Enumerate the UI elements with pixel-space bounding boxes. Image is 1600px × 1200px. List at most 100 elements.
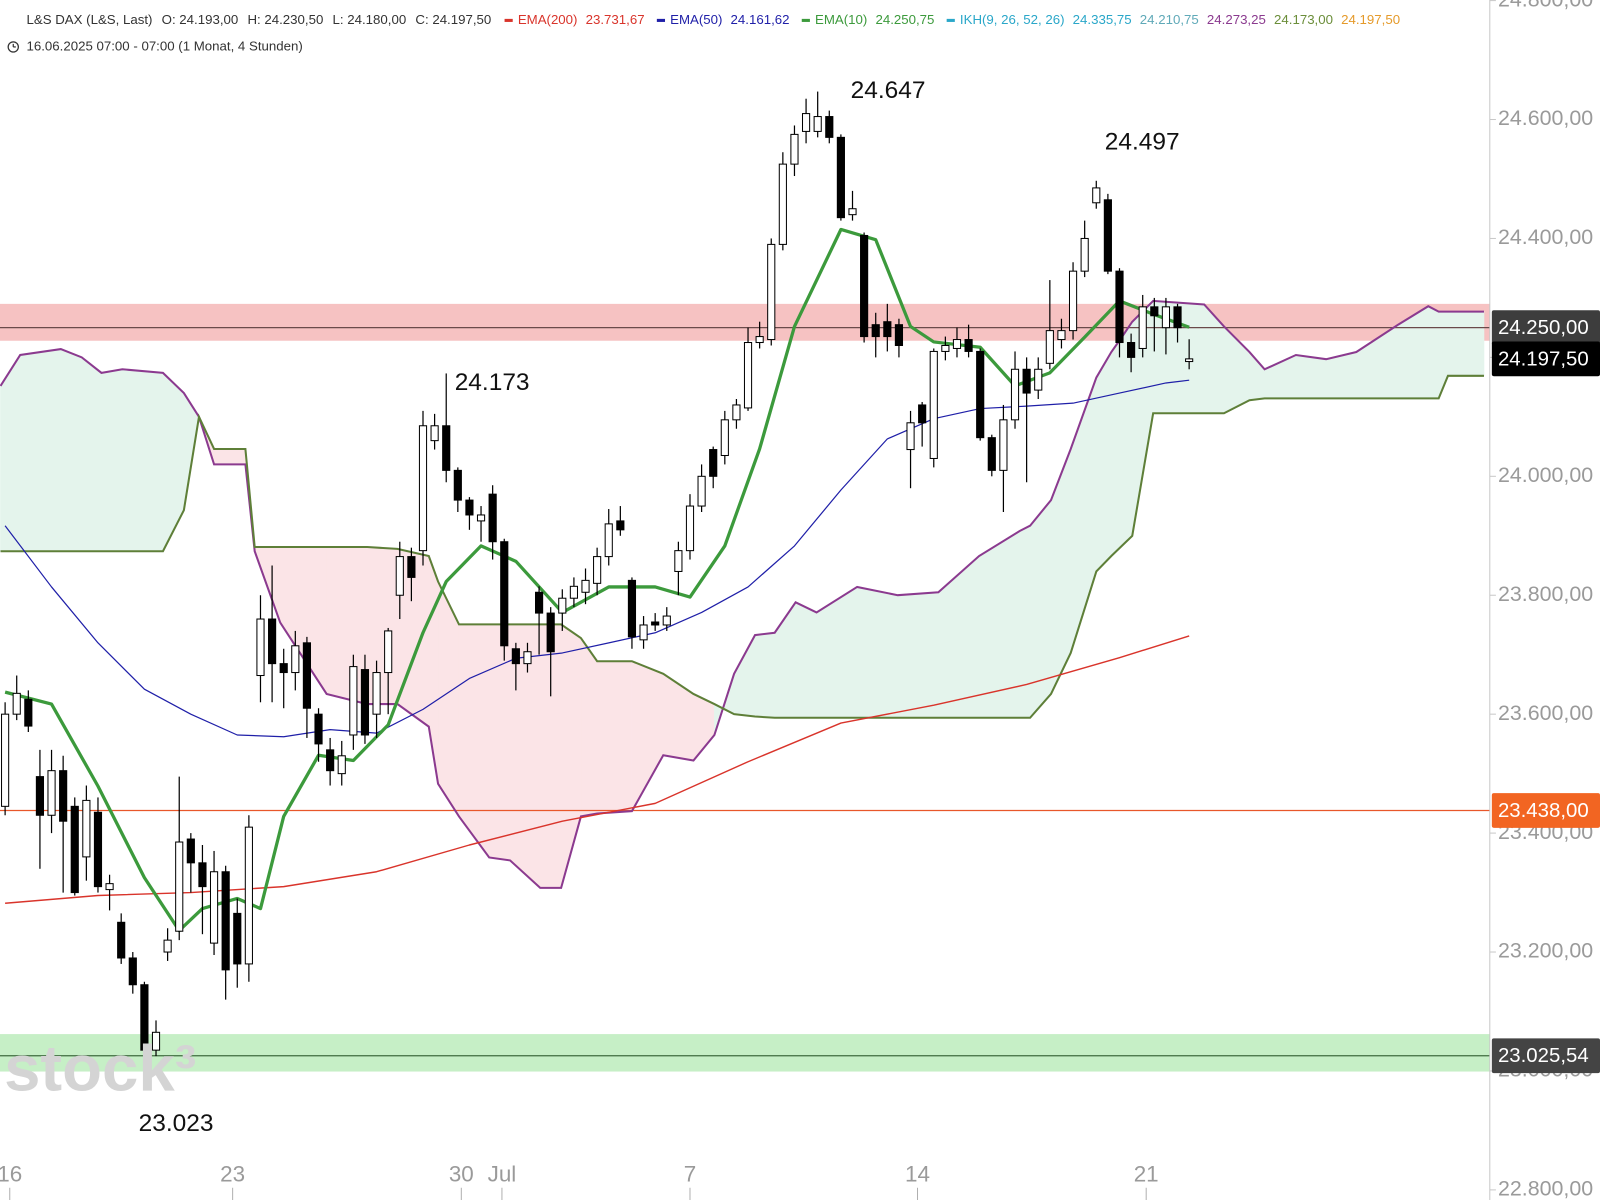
cloud-fill [213,448,246,465]
cloud-fill [81,356,102,552]
candle-body [523,651,532,665]
candle-body [801,113,811,132]
cloud-fill [795,601,817,719]
candle [685,494,695,560]
candle-body [279,663,288,674]
candle [35,749,45,869]
candle [1045,280,1054,370]
candle [732,399,741,429]
candle-body [302,642,312,709]
candle [1185,339,1194,370]
zone [0,303,1490,341]
candle [1068,262,1078,340]
candle-body [418,425,428,552]
candle-body [883,321,892,338]
candle-body [627,579,637,638]
candle [209,850,219,956]
annotation: 24.497 [1105,128,1180,155]
cloud-fill [856,586,899,719]
candle [883,303,892,352]
annotation: 23.023 [139,1110,214,1137]
candle-body [244,826,253,965]
candle [1127,333,1136,373]
candle [372,660,381,738]
candle-body [1173,306,1182,329]
candle-body [465,499,474,516]
legend-value: 24.210,75 [1140,12,1199,27]
y-tick-label: 23.200,00 [1498,939,1593,963]
candle [1080,220,1089,278]
candle [221,865,230,1000]
candle-body [384,630,393,674]
background-layer [0,303,1490,1072]
candle-body [569,585,578,599]
candle-body [372,672,381,715]
y-tick-label: 23.800,00 [1498,582,1593,606]
level-label: 24.250,00 [1498,317,1589,339]
candle-body [256,618,265,677]
candle [268,565,277,703]
candle [755,321,764,349]
candle [662,607,671,631]
candle [93,797,103,893]
candle-body [47,770,56,816]
candle [593,547,602,596]
candle-body [476,514,486,522]
candle [894,318,904,358]
ohlc-label: L: 24.180,00 [333,12,407,27]
candle [1010,351,1020,429]
candle-body [1150,306,1159,317]
candle [360,654,370,744]
candle-body [651,621,660,626]
candle [999,404,1008,512]
cloud-fill [1019,525,1031,719]
cloud-fill [1427,305,1440,399]
candle [581,568,590,605]
candle [256,595,265,703]
cloud-fill [0,353,21,552]
candle-body [1127,342,1136,358]
legend-value: 24.250,75 [875,12,934,27]
candle-body [1010,368,1020,421]
candle-body [453,469,462,501]
level-label: 23.438,00 [1498,800,1589,822]
candle-body [1045,330,1054,364]
candle [500,538,509,661]
candle-body [593,556,602,584]
y-tick-label: 24.800,00 [1498,0,1593,11]
candle-body [1068,270,1078,332]
candle-body [1092,187,1101,204]
candle [105,874,114,911]
candle [82,785,91,881]
candle [151,1020,161,1057]
candle-body [500,541,509,647]
candle [871,312,880,358]
symbol-title: L&S DAX (L&S, Last) [27,12,153,27]
candle-body [268,618,277,665]
candle-body [790,133,799,165]
candle-body [1080,237,1089,272]
cloud-fill [754,632,776,719]
candle-body [291,645,300,674]
candle [674,541,683,596]
candle [59,755,68,893]
candle [778,152,787,251]
candle [1,702,10,816]
candle-body [1138,306,1147,349]
candle-body [82,799,91,858]
cloud-fill [488,624,511,861]
candle-body [1,713,10,807]
candle [848,190,857,221]
candle [604,509,613,566]
candle-body [198,862,207,888]
candle-body [140,984,149,1051]
candle-body [743,342,753,409]
candle [1057,318,1066,349]
candle [709,446,718,489]
candle [790,125,799,177]
level-box [1491,1038,1600,1074]
candle-body [1022,368,1031,394]
candle [860,232,869,343]
